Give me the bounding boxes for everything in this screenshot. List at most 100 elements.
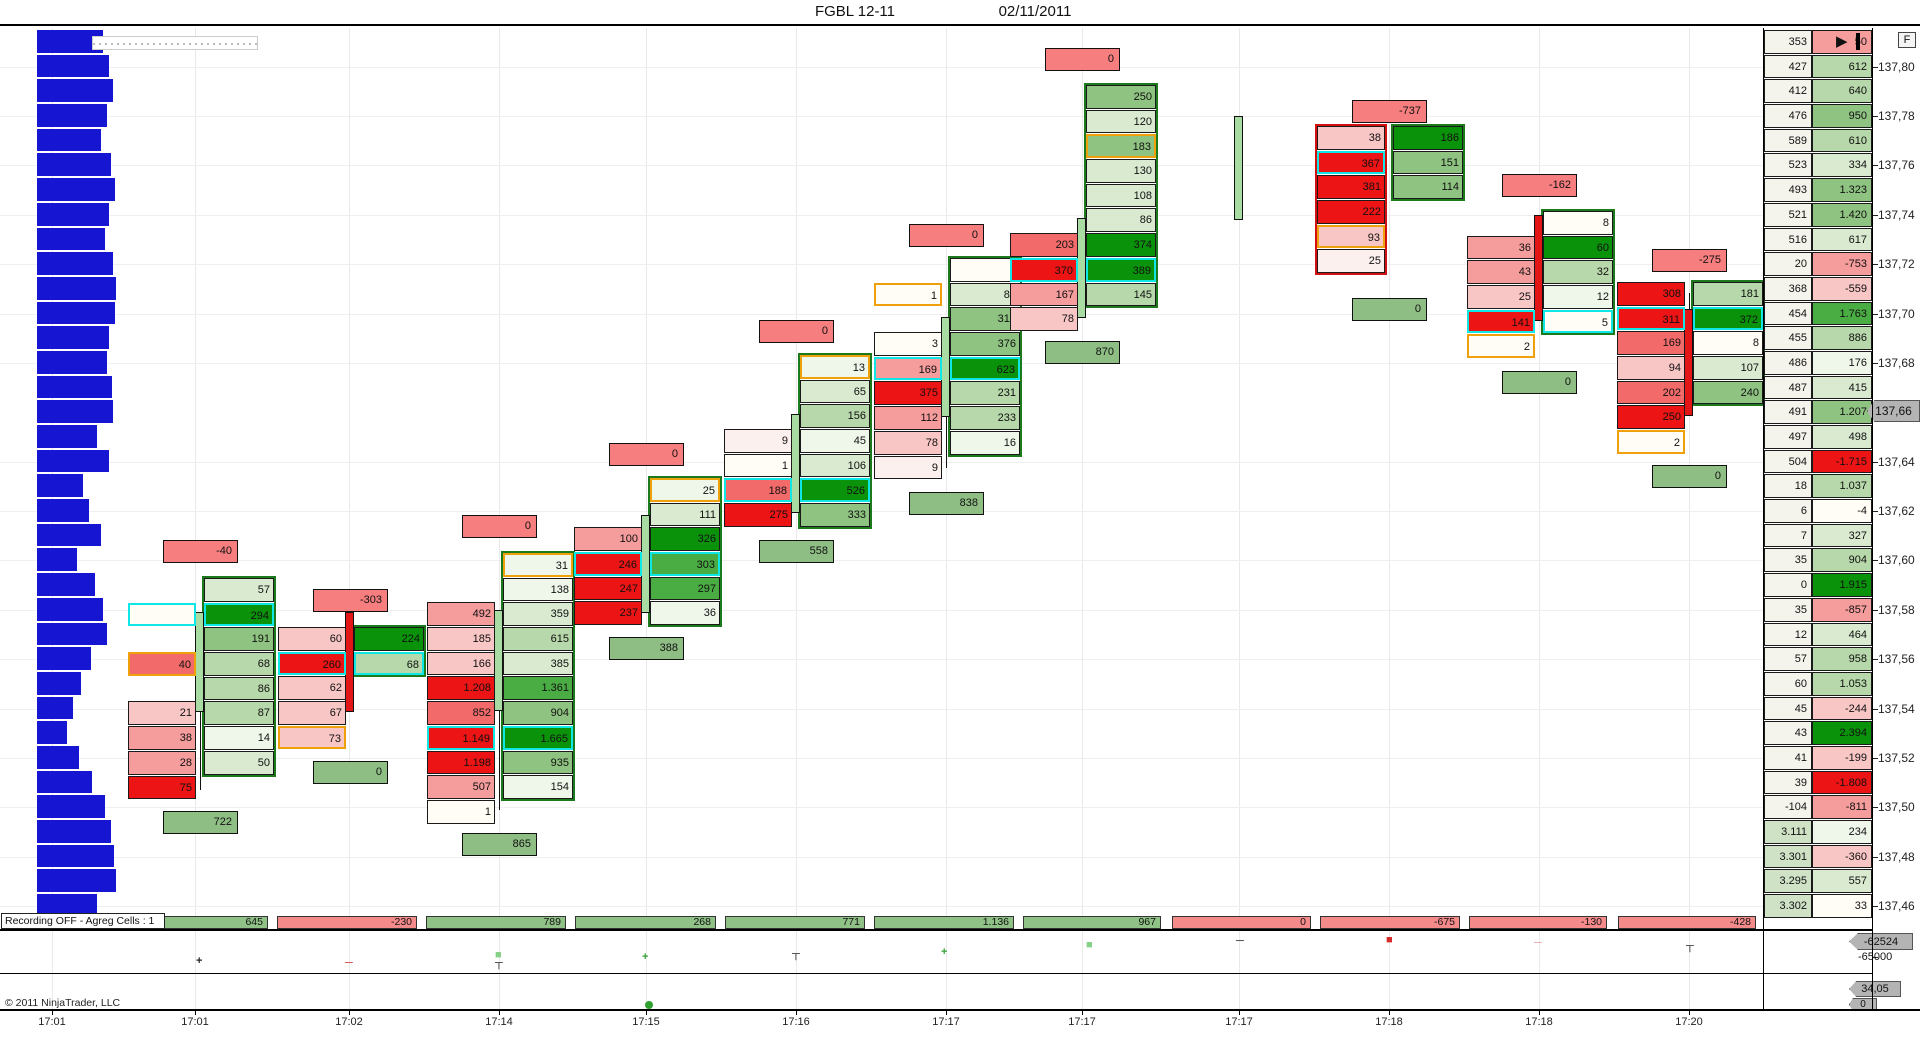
ladder-cell-left: 487 xyxy=(1764,375,1812,400)
candle-down xyxy=(1684,309,1693,416)
profile-bar xyxy=(37,770,92,794)
price-tick xyxy=(1872,659,1878,661)
ladder-cell-left: 0 xyxy=(1764,573,1812,597)
footprint-cell-ask: 151 xyxy=(1393,150,1463,175)
time-axis-label: 17:17 xyxy=(1068,1016,1096,1028)
fullscreen-button[interactable]: F xyxy=(1898,32,1916,48)
profile-bar xyxy=(37,178,115,201)
indicator-mark-dash: ─ xyxy=(1236,935,1244,947)
footprint-cell-bid: 60 xyxy=(278,627,346,651)
go-to-live-icon[interactable]: ▶ xyxy=(1836,33,1848,50)
footprint-cell-bid: 38 xyxy=(1317,126,1385,150)
time-axis-label: 17:01 xyxy=(38,1016,66,1028)
ladder-cell-right: 1.915 xyxy=(1812,573,1872,597)
footprint-cell-bid: 1 xyxy=(724,453,792,478)
footprint-cell-ask: 297 xyxy=(650,576,720,601)
footprint-cell-ask: 181 xyxy=(1693,282,1763,306)
indicator-mark-square: ■ xyxy=(495,949,502,961)
footprint-cell-ask: 50 xyxy=(204,750,274,775)
footprint-cell-bid: 311 xyxy=(1617,306,1685,331)
profile-bar xyxy=(37,326,109,349)
footprint-cell-bid: 36 xyxy=(1467,235,1535,260)
ladder-cell-right: -811 xyxy=(1812,795,1872,820)
indicator-mark-square: ■ xyxy=(1086,939,1093,951)
time-axis-tick xyxy=(646,1009,647,1015)
time-axis-tick xyxy=(1539,1009,1540,1015)
horizontal-gridline xyxy=(0,313,1763,315)
ladder-cell-left: 353 xyxy=(1764,30,1812,54)
ladder-cell-right: 1.037 xyxy=(1812,474,1872,499)
ladder-cell-left: 427 xyxy=(1764,54,1812,79)
ladder-cell-right: 950 xyxy=(1812,104,1872,128)
ladder-cell-left: 493 xyxy=(1764,178,1812,202)
footprint-cell-bid: 28 xyxy=(128,750,196,775)
price-tick xyxy=(1872,461,1878,463)
footprint-cell-bid: 381 xyxy=(1317,175,1385,200)
profile-bar xyxy=(37,647,91,670)
indicator-mark-tee: ┬ xyxy=(1686,940,1694,952)
footprint-cell-bid: 247 xyxy=(574,576,642,601)
ladder-left-border xyxy=(1763,28,1764,1009)
footprint-cell-ask: 120 xyxy=(1086,109,1156,134)
candle-wick xyxy=(946,417,947,468)
ladder-cell-left: 412 xyxy=(1764,79,1812,104)
vertical-gridline xyxy=(1689,28,1690,1009)
ladder-cell-right: 958 xyxy=(1812,647,1872,671)
footprint-cell-bid: 367 xyxy=(1317,150,1385,175)
footprint-cell-bid: 246 xyxy=(574,552,642,576)
indicator-mark-plus: + xyxy=(642,951,649,963)
footprint-cell-bid: 222 xyxy=(1317,200,1385,224)
time-axis-tick xyxy=(1082,1009,1083,1015)
footprint-cell-ask: 389 xyxy=(1086,257,1156,282)
footprint-cell-ask: 87 xyxy=(204,701,274,726)
profile-bar xyxy=(37,894,97,917)
ladder-cell-right: 1.207 xyxy=(1812,400,1872,425)
ladder-cell-right: 904 xyxy=(1812,548,1872,573)
time-axis-label: 17:01 xyxy=(181,1016,209,1028)
candle-up xyxy=(941,317,950,417)
bar-delta-top-box: 0 xyxy=(609,443,684,466)
ladder-cell-right: -1.715 xyxy=(1812,449,1872,474)
footprint-cell-ask: 191 xyxy=(204,627,274,652)
ladder-cell-right: 498 xyxy=(1812,425,1872,449)
horizontal-gridline xyxy=(0,659,1763,661)
bar-delta-bottom-box: 0 xyxy=(313,761,388,784)
footprint-cell-bid: 21 xyxy=(128,701,196,726)
ladder-cell-right: 415 xyxy=(1812,375,1872,400)
time-axis-tick xyxy=(52,1009,53,1015)
footprint-cell-ask: 294 xyxy=(204,602,274,627)
profile-bar xyxy=(37,474,83,498)
go-to-live-icon-bar xyxy=(1856,33,1860,50)
horizontal-gridline xyxy=(0,758,1763,759)
footprint-cell-bid: 40 xyxy=(128,652,196,676)
price-label: 137,68 xyxy=(1878,355,1915,370)
ladder-cell-left: 39 xyxy=(1764,770,1812,795)
bar-delta-top-box: 0 xyxy=(759,320,834,343)
bar-delta-top-box: 0 xyxy=(1045,48,1120,71)
bar-delta-bottom-box: 0 xyxy=(1352,298,1427,321)
footprint-cell-bid: 203 xyxy=(1010,233,1078,257)
indicator-mark-square: ■ xyxy=(1386,934,1393,946)
delta-bar: 1.136 xyxy=(874,916,1014,929)
vertical-gridline xyxy=(1389,28,1390,1009)
footprint-cell-bid: 2 xyxy=(1467,334,1535,359)
footprint-cell-bid: 25 xyxy=(1467,285,1535,309)
footprint-cell-ask: 359 xyxy=(503,602,573,627)
horizontal-gridline xyxy=(0,214,1763,216)
footprint-cell-bid: 188 xyxy=(724,478,792,503)
footprint-cell-bid: 1.149 xyxy=(427,725,495,750)
footprint-cell-bid xyxy=(128,602,196,627)
vertical-gridline xyxy=(796,28,797,1009)
ladder-cell-left: 521 xyxy=(1764,202,1812,227)
footprint-cell-ask: 372 xyxy=(1693,306,1763,331)
time-axis-label: 17:18 xyxy=(1525,1016,1553,1028)
footprint-cell-ask: 5 xyxy=(1543,309,1613,334)
footprint-cell-bid: 185 xyxy=(427,627,495,651)
footprint-cell-ask: 25 xyxy=(650,478,720,502)
profile-bar xyxy=(37,375,112,399)
recording-status-label[interactable]: Recording OFF - Agreg Cells : 1 xyxy=(1,913,165,929)
footprint-cell-bid: 1.208 xyxy=(427,676,495,701)
bar-delta-bottom-box: 865 xyxy=(462,833,537,856)
footprint-cell-ask: 106 xyxy=(800,453,870,478)
footprint-cell-bid: 375 xyxy=(874,381,942,406)
